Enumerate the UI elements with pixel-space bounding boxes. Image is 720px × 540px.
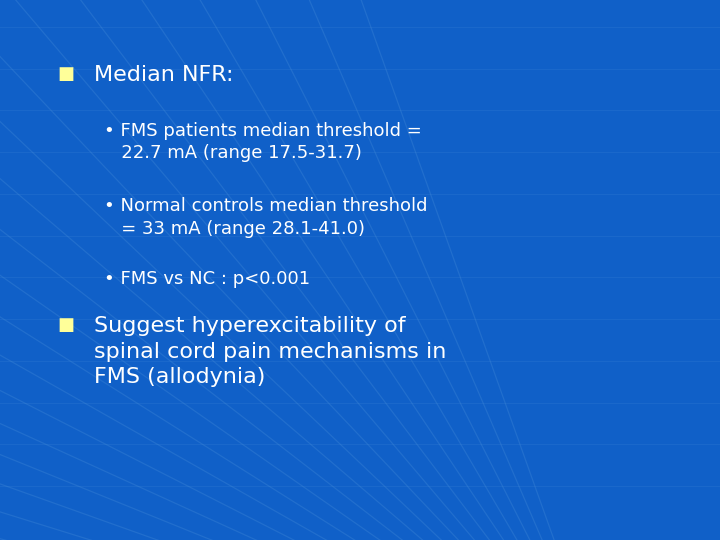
Text: Median NFR:: Median NFR:	[94, 65, 233, 85]
Text: ■: ■	[58, 65, 75, 83]
Text: ■: ■	[58, 316, 75, 334]
Text: • FMS patients median threshold =
   22.7 mA (range 17.5-31.7): • FMS patients median threshold = 22.7 m…	[104, 122, 422, 163]
Text: • Normal controls median threshold
   = 33 mA (range 28.1-41.0): • Normal controls median threshold = 33 …	[104, 197, 428, 238]
Text: • FMS vs NC : p<0.001: • FMS vs NC : p<0.001	[104, 270, 310, 288]
Text: Suggest hyperexcitability of
spinal cord pain mechanisms in
FMS (allodynia): Suggest hyperexcitability of spinal cord…	[94, 316, 446, 387]
